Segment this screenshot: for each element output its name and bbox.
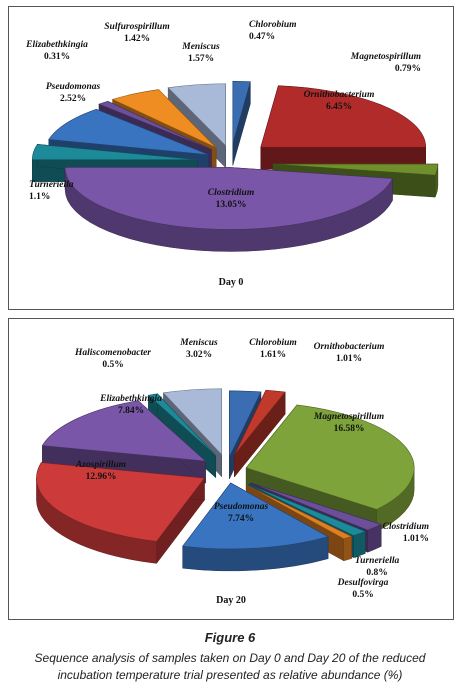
day0-label-name: Chlorobium [249, 20, 297, 30]
day0-label-value: 1.1% [29, 192, 50, 202]
day0-label-name: Pseudomonas [46, 82, 101, 92]
day20-label-value: 16.58% [334, 424, 365, 434]
day20-label-chlorobium: Chlorobium 1.61% [249, 338, 297, 360]
day0-label-clostridium: Clostridium 13.05% [208, 188, 254, 210]
day20-label-azospirillum: Azospirillum 12.96% [75, 460, 126, 482]
day20-pie-chart: Chlorobium 1.61% Ornithobacterium 1.01% Magn… [36, 338, 429, 606]
day20-label-name: Magnetospirillum [313, 412, 384, 422]
day0-label-value: 0.47% [249, 32, 275, 42]
day20-label-name: Meniscus [179, 338, 218, 348]
day20-label-name: Haliscomenobacter [74, 348, 151, 358]
day20-label-value: 0.5% [102, 360, 123, 370]
day0-label-meniscus: Meniscus 1.57% [181, 42, 220, 64]
day20-label-value: 1.01% [336, 354, 362, 364]
day20-label-haliscomenobacter: Haliscomenobacter 0.5% [74, 348, 151, 370]
day20-label-value: 12.96% [86, 472, 117, 482]
day0-label-value: 1.42% [124, 34, 150, 44]
day0-label-name: Ornithobacterium [304, 90, 375, 100]
day20-slice-elizabethkingia [41, 400, 207, 484]
figure-title: Figure 6 [204, 630, 256, 645]
day0-slice-clostridium [64, 167, 393, 252]
day20-label-value: 7.74% [228, 514, 254, 524]
day0-chart-title: Day 0 [219, 277, 244, 288]
figure-caption: Sequence analysis of samples taken on Da… [34, 651, 426, 682]
day0-slice-chlorobium [232, 81, 251, 166]
day20-label-elizabethkingia: Elizabethkingia 7.84% [99, 394, 162, 416]
day20-label-clostridium: Clostridium 1.01% [383, 522, 429, 544]
day20-chart-panel: Chlorobium 1.61% Ornithobacterium 1.01% Magn… [8, 318, 454, 620]
day0-label-name: Elizabethkingia [25, 40, 88, 50]
day0-label-sulfurospirillum: Sulfurospirillum 1.42% [104, 22, 169, 44]
day0-label-value: 1.57% [188, 54, 214, 64]
day0-label-magnetospirillum: Magnetospirillum 0.79% [350, 52, 421, 74]
day20-slice-azospirillum [36, 462, 206, 565]
day20-label-value: 1.61% [260, 350, 286, 360]
day0-label-value: 13.05% [216, 200, 247, 210]
day20-label-value: 3.02% [186, 350, 212, 360]
day0-label-chlorobium: Chlorobium 0.47% [249, 20, 297, 42]
day0-label-value: 2.52% [60, 94, 86, 104]
day20-label-name: Clostridium [383, 522, 429, 532]
day20-label-value: 0.5% [352, 590, 373, 600]
day0-label-value: 0.79% [395, 64, 421, 74]
day0-label-ornithobacterium: Ornithobacterium 6.45% [304, 90, 375, 112]
day20-label-name: Pseudomonas [214, 502, 269, 512]
day20-label-value: 7.84% [118, 406, 144, 416]
day0-label-name: Magnetospirillum [350, 52, 421, 62]
day20-label-name: Azospirillum [75, 460, 126, 470]
day0-label-turneriella: Turneriella 1.1% [29, 180, 74, 202]
day20-label-name: Ornithobacterium [314, 342, 385, 352]
day0-label-elizabethkingia: Elizabethkingia 0.31% [25, 40, 88, 62]
day0-label-name: Clostridium [208, 188, 254, 198]
day20-chart-title: Day 20 [216, 595, 246, 606]
day20-label-value: 1.01% [403, 534, 429, 544]
day0-label-value: 6.45% [326, 102, 352, 112]
day20-label-name: Chlorobium [249, 338, 297, 348]
day0-label-value: 0.31% [44, 52, 70, 62]
day0-label-name: Sulfurospirillum [104, 22, 169, 32]
day20-label-desulfovirga: Desulfovirga 0.5% [337, 578, 389, 600]
day20-slice-ornithobacterium [234, 389, 286, 478]
day20-label-magnetospirillum: Magnetospirillum 16.58% [313, 412, 384, 434]
day20-label-ornithobacterium: Ornithobacterium 1.01% [314, 342, 385, 364]
day0-label-pseudomonas: Pseudomonas 2.52% [46, 82, 101, 104]
day20-label-name: Elizabethkingia [99, 394, 162, 404]
day20-label-value: 0.8% [366, 568, 387, 578]
day20-slice-pseudomonas [182, 482, 329, 572]
day20-label-meniscus: Meniscus 3.02% [179, 338, 218, 360]
day0-pie-chart: Chlorobium 0.47% Ornithobacterium 6.45% Magn… [25, 20, 439, 288]
day20-label-turneriella: Turneriella 0.8% [355, 556, 400, 578]
day20-label-name: Desulfovirga [337, 578, 389, 588]
day0-label-name: Meniscus [181, 42, 220, 52]
day0-label-name: Turneriella [29, 180, 74, 190]
day0-chart-panel: Chlorobium 0.47% Ornithobacterium 6.45% Magn… [8, 6, 454, 310]
day20-label-name: Turneriella [355, 556, 400, 566]
day20-label-pseudomonas: Pseudomonas 7.74% [214, 502, 269, 524]
